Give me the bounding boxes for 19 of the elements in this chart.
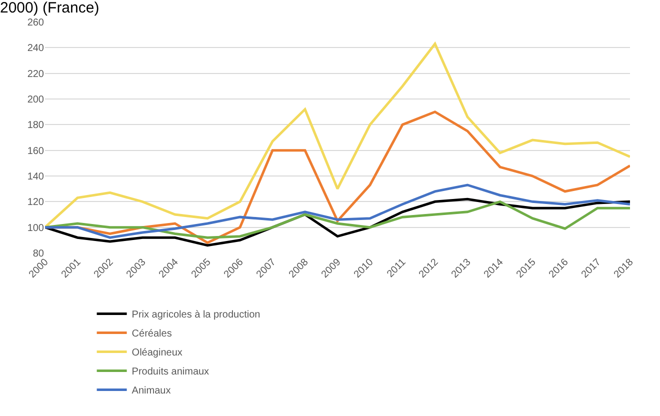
y-tick-label: 140 (27, 172, 44, 182)
line-series (45, 200, 630, 239)
y-tick-label: 200 (27, 94, 44, 106)
legend-label: Céréales (132, 328, 172, 340)
line-series (45, 42, 630, 229)
y-tick-label: 120 (27, 197, 44, 208)
legend-label: Animaux (132, 386, 171, 397)
legend-label: Produits animaux (132, 366, 210, 378)
y-tick-label: 260 (27, 18, 44, 28)
y-tick-label: 100 (27, 222, 44, 234)
y-tick-label: 180 (27, 120, 44, 132)
y-tick-label: 80 (32, 248, 44, 260)
chart-title: 2000) (France) (0, 0, 100, 17)
y-tick-label: 160 (27, 146, 44, 157)
legend-label: Oléagineux (132, 348, 182, 359)
y-tick-label: 220 (27, 68, 44, 80)
line-series (45, 184, 630, 239)
legend-label: Prix agricoles à la production (132, 310, 260, 321)
y-tick-label: 240 (27, 43, 44, 54)
